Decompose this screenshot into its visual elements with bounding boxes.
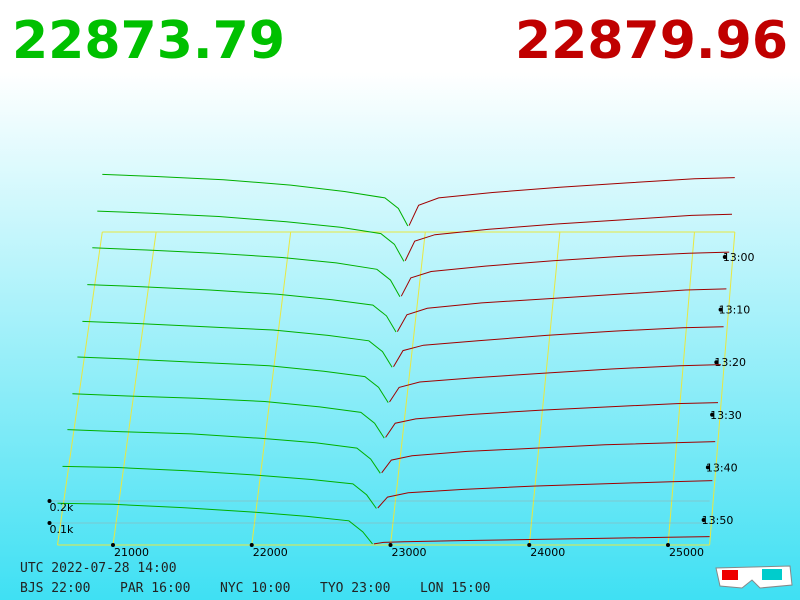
time-tick-label: 13:10 — [719, 304, 751, 317]
bid-depth-line — [57, 502, 373, 545]
grid-line — [667, 231, 695, 546]
y-tick-label: 0.2k — [50, 501, 74, 514]
best-ask: 22879.96 — [515, 11, 788, 71]
bid-depth-line — [87, 284, 397, 333]
ask-depth-line — [389, 364, 721, 403]
cyan-lens — [762, 569, 782, 580]
clock: PAR 16:00 — [120, 581, 190, 596]
y-tick-label: 0.1k — [50, 523, 74, 536]
ask-depth-line — [408, 177, 735, 226]
bid-depth-line — [67, 429, 381, 474]
x-tick-label: 22000 — [253, 546, 288, 559]
tick-dot — [388, 543, 393, 547]
grid-line — [112, 231, 157, 546]
bid-depth-line — [72, 393, 385, 439]
bid-depth-line — [97, 210, 405, 262]
grid-line — [528, 231, 561, 546]
tick-dot — [666, 543, 670, 547]
floor-edge — [709, 231, 736, 546]
tick-dot — [527, 543, 532, 547]
time-tick-label: 13:50 — [702, 514, 734, 527]
floor-edge — [57, 231, 103, 546]
ask-depth-line — [404, 213, 733, 262]
best-bid: 22873.79 — [12, 11, 285, 71]
red-lens — [722, 570, 738, 580]
ask-depth-line — [396, 288, 727, 332]
tick-dot — [47, 499, 52, 503]
tick-dot — [722, 255, 727, 260]
grid-line — [390, 231, 426, 546]
ask-depth-line — [400, 251, 730, 297]
tick-dot — [701, 517, 706, 522]
tick-dot — [111, 543, 115, 547]
tick-dot — [714, 360, 719, 365]
bid-depth-line — [102, 173, 409, 227]
tick-dot — [249, 543, 254, 547]
timestamp: UTC 2022-07-28 14:00 — [20, 561, 177, 576]
ask-depth-line — [381, 441, 716, 474]
tick-dot — [47, 521, 52, 525]
glasses-icon — [715, 565, 793, 589]
x-tick-label: 25000 — [669, 546, 704, 559]
time-tick-label: 13:20 — [714, 356, 746, 369]
time-tick-label: 13:30 — [710, 409, 742, 422]
clock: LON 15:00 — [420, 581, 490, 596]
ask-depth-line — [377, 480, 713, 509]
tick-dot — [705, 465, 710, 470]
x-tick-label: 21000 — [114, 546, 149, 559]
tick-dot — [718, 307, 723, 312]
x-tick-label: 23000 — [392, 546, 427, 559]
x-tick-label: 24000 — [530, 546, 565, 559]
tick-dot — [710, 412, 715, 417]
grid-line — [251, 231, 292, 546]
clock: TYO 23:00 — [320, 581, 390, 596]
ask-depth-line — [385, 402, 719, 438]
bid-depth-line — [82, 320, 393, 368]
time-tick-label: 13:40 — [706, 461, 738, 474]
ask-depth-line — [393, 326, 724, 368]
bid-depth-line — [62, 465, 377, 509]
time-tick-label: 13:00 — [723, 251, 755, 264]
ask-depth-line — [373, 536, 710, 545]
bid-depth-line — [77, 356, 389, 403]
clock: NYC 10:00 — [220, 581, 290, 596]
clock: BJS 22:00 — [20, 581, 90, 596]
bid-depth-line — [92, 247, 401, 298]
